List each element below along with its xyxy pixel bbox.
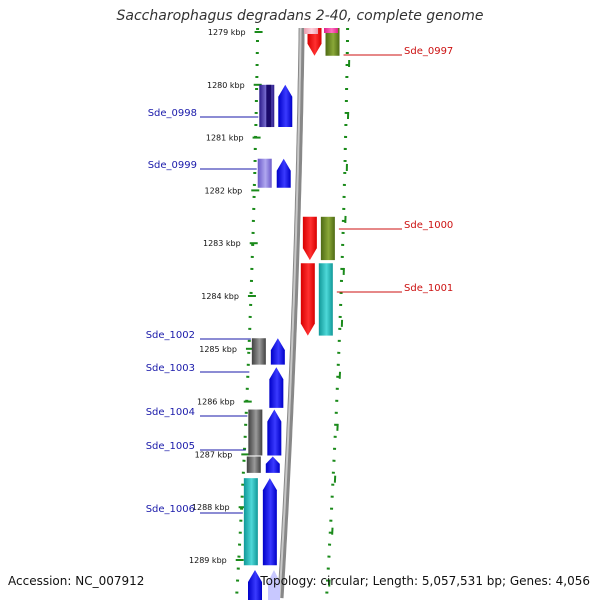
gene-category-bar bbox=[325, 28, 340, 56]
gene-category-bar bbox=[266, 84, 272, 128]
ruler-label: 1283 kbp bbox=[203, 239, 241, 248]
gene-category-bar bbox=[243, 478, 258, 566]
gene-label: Sde_0997 bbox=[404, 46, 453, 57]
gene-arrow bbox=[262, 478, 277, 566]
gene-category-bar bbox=[246, 456, 261, 473]
gene-category-bar bbox=[257, 158, 272, 188]
ruler-label: 1288 kbp bbox=[192, 503, 230, 512]
ruler-label: 1286 kbp bbox=[197, 398, 235, 407]
ruler-label: 1285 kbp bbox=[199, 345, 237, 354]
gene-label: Sde_1000 bbox=[404, 220, 453, 231]
gene-arrow bbox=[300, 263, 315, 336]
gene-label: Sde_1004 bbox=[146, 407, 195, 418]
gene-arrow bbox=[270, 338, 285, 365]
gene-category-bar bbox=[320, 216, 335, 261]
gene-label: Sde_1005 bbox=[146, 441, 195, 452]
gene-arrow bbox=[248, 570, 262, 600]
gene-arrow bbox=[278, 84, 293, 128]
upstream-feature-cap bbox=[304, 28, 318, 34]
gene-arrow bbox=[265, 456, 280, 473]
genome-backbone-highlight bbox=[278, 27, 302, 599]
gene-arrow bbox=[269, 367, 284, 408]
gene-arrow bbox=[276, 158, 291, 188]
gene-arrow bbox=[302, 216, 317, 261]
gene-arrow bbox=[268, 570, 280, 600]
gene-label: Sde_0998 bbox=[148, 108, 197, 119]
map-title: Saccharophagus degradans 2-40, complete … bbox=[116, 8, 484, 24]
ruler-label: 1280 kbp bbox=[207, 81, 245, 90]
accession-label: Accession: NC_007912 bbox=[8, 574, 145, 588]
gene-arrow bbox=[307, 28, 322, 56]
ruler-label: 1289 kbp bbox=[189, 556, 227, 565]
ruler-label: 1281 kbp bbox=[206, 134, 244, 143]
ruler-label: 1284 kbp bbox=[201, 292, 239, 301]
gene-category-bar bbox=[248, 409, 263, 456]
gene-label: Sde_1001 bbox=[404, 283, 453, 294]
gene-category-bar bbox=[318, 263, 333, 336]
gene-label: Sde_1002 bbox=[146, 330, 195, 341]
gene-label: Sde_0999 bbox=[148, 160, 197, 171]
genome-summary: Topology: circular; Length: 5,057,531 bp… bbox=[260, 574, 590, 588]
ruler-label: 1282 kbp bbox=[205, 186, 243, 195]
upstream-feature-cap bbox=[324, 28, 338, 33]
gene-category-bar bbox=[251, 338, 266, 365]
gene-arrow bbox=[267, 409, 282, 456]
gene-label: Sde_1003 bbox=[146, 363, 195, 374]
ruler-label: 1287 kbp bbox=[195, 450, 233, 459]
gene-label: Sde_1006 bbox=[146, 504, 195, 515]
ruler-label: 1279 kbp bbox=[208, 28, 246, 37]
